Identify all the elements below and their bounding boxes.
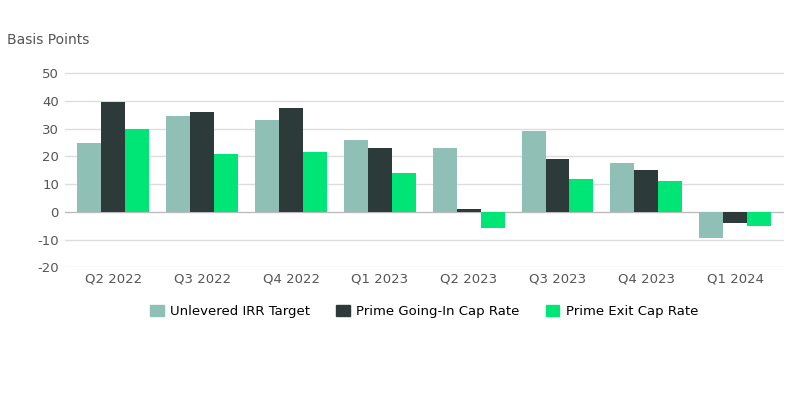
Legend: Unlevered IRR Target, Prime Going-In Cap Rate, Prime Exit Cap Rate: Unlevered IRR Target, Prime Going-In Cap… — [145, 299, 703, 323]
Bar — [481, 212, 505, 228]
Bar — [303, 152, 327, 212]
Text: Basis Points: Basis Points — [7, 33, 89, 47]
Bar — [214, 154, 238, 212]
Bar — [699, 212, 723, 238]
Bar — [522, 132, 546, 212]
Bar — [166, 116, 190, 212]
Bar — [125, 129, 149, 212]
Bar — [78, 142, 101, 212]
Bar — [634, 170, 658, 212]
Bar — [279, 108, 303, 212]
Bar — [610, 163, 634, 212]
Bar — [368, 148, 392, 212]
Bar — [255, 120, 279, 212]
Bar — [433, 148, 457, 212]
Bar — [658, 181, 682, 212]
Bar — [570, 178, 594, 212]
Bar — [546, 159, 570, 212]
Bar — [190, 112, 214, 212]
Bar — [723, 212, 747, 223]
Bar — [101, 102, 125, 212]
Bar — [392, 173, 415, 212]
Bar — [344, 140, 368, 212]
Bar — [457, 209, 481, 212]
Bar — [747, 212, 771, 226]
